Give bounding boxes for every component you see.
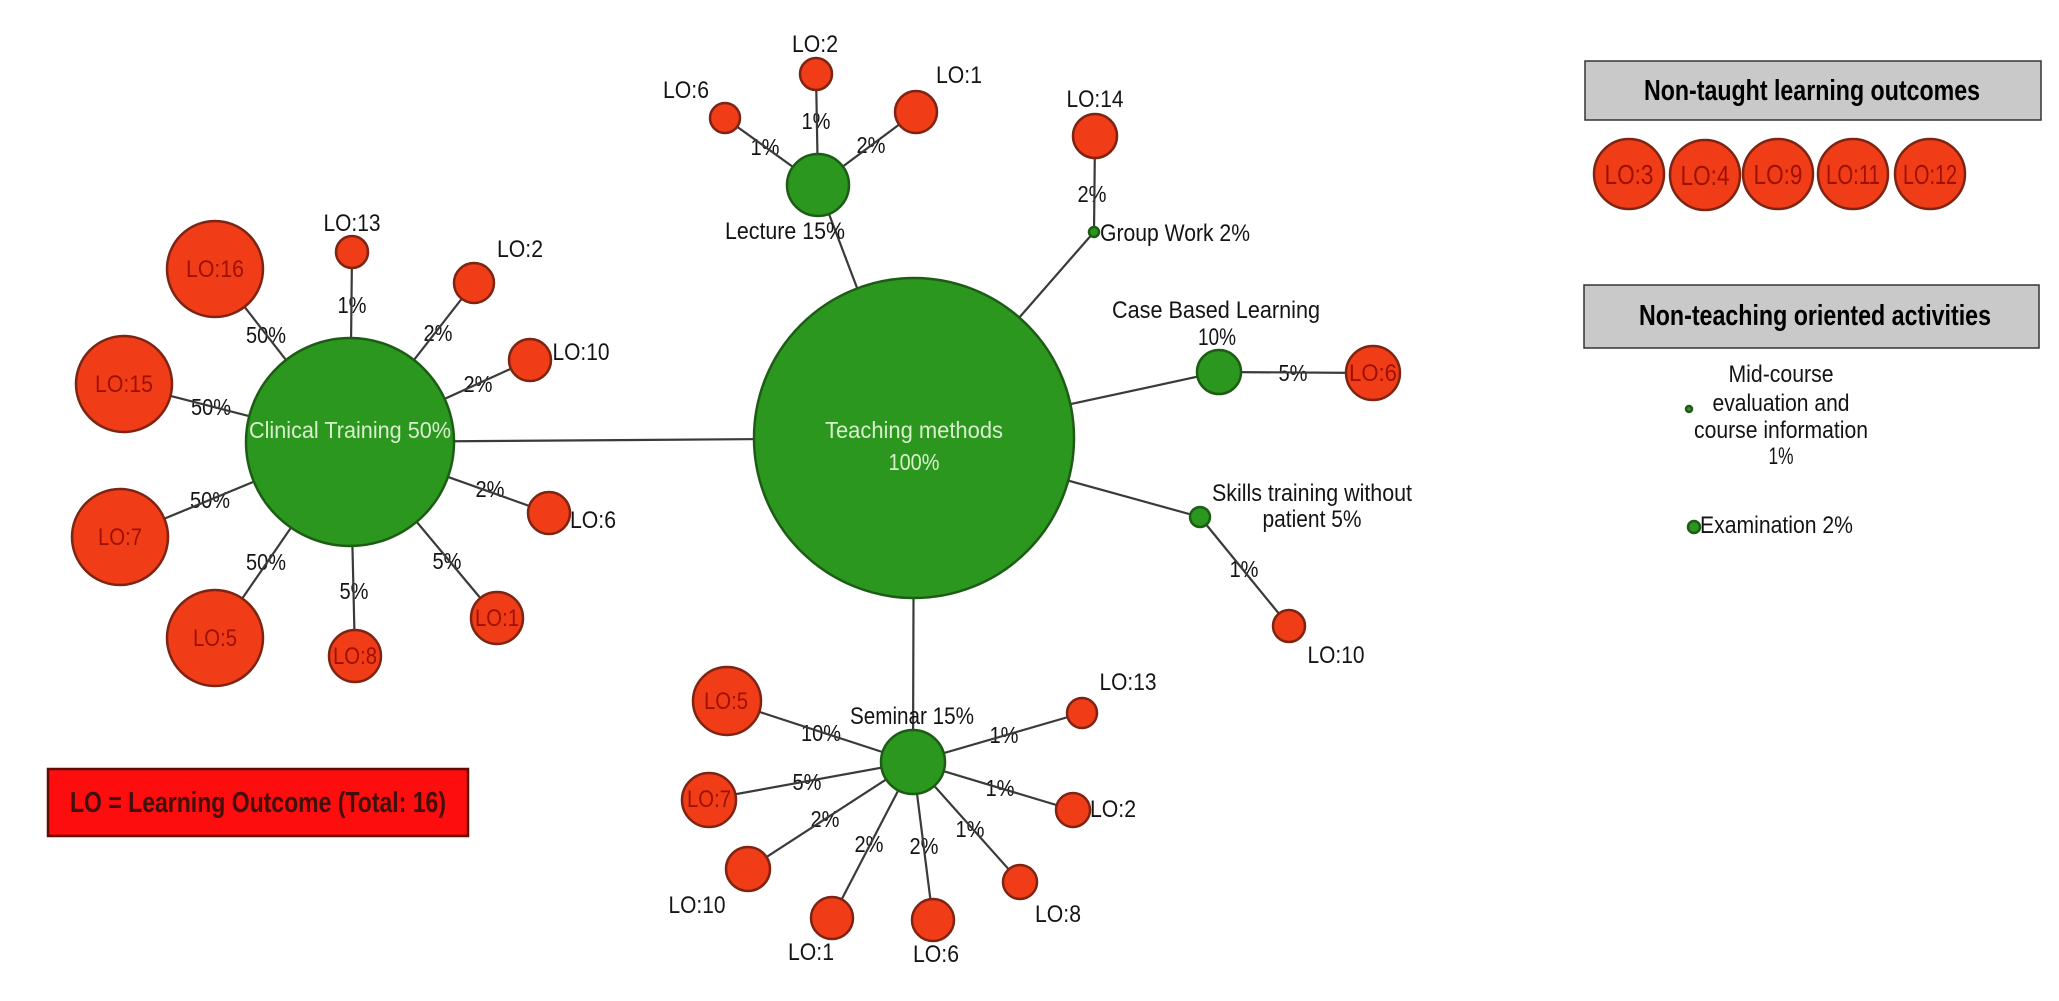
svg-text:Group Work 2%: Group Work 2% [1100,220,1250,247]
svg-text:Seminar 15%: Seminar 15% [850,703,974,730]
svg-text:Non-taught learning outcomes: Non-taught learning outcomes [1644,75,1980,107]
svg-text:evaluation and: evaluation and [1713,390,1850,417]
svg-text:LO:10: LO:10 [553,339,610,366]
svg-text:LO:13: LO:13 [1100,669,1157,696]
svg-text:Teaching methods: Teaching methods [825,417,1003,443]
svg-text:LO = Learning Outcome (Total:: LO = Learning Outcome (Total: 16) [70,787,446,819]
svg-text:LO:2: LO:2 [497,236,543,263]
svg-text:LO:5: LO:5 [704,688,748,715]
svg-text:LO:7: LO:7 [687,786,731,813]
svg-text:Non-teaching oriented activiti: Non-teaching oriented activities [1639,300,1991,332]
svg-text:1%: 1% [1769,443,1794,470]
svg-text:LO:2: LO:2 [1090,796,1136,823]
svg-text:LO:13: LO:13 [324,210,381,237]
svg-text:LO:6: LO:6 [913,941,959,968]
svg-text:LO:2: LO:2 [792,31,838,58]
svg-text:Clinical Training 50%: Clinical Training 50% [249,417,451,443]
svg-text:LO:8: LO:8 [333,643,377,670]
svg-text:LO:4: LO:4 [1681,160,1730,191]
svg-text:LO:15: LO:15 [95,371,153,398]
svg-text:LO:3: LO:3 [1605,159,1654,190]
svg-text:Examination 2%: Examination 2% [1700,512,1853,539]
svg-text:LO:7: LO:7 [98,524,142,551]
svg-text:LO:11: LO:11 [1826,159,1880,190]
svg-text:LO:1: LO:1 [475,605,519,632]
svg-text:LO:5: LO:5 [193,625,237,652]
svg-text:LO:10: LO:10 [1308,642,1365,669]
svg-text:Skills training without: Skills training without [1212,480,1412,507]
svg-text:LO:16: LO:16 [186,256,244,283]
svg-text:50%: 50% [246,549,286,575]
svg-text:Lecture 15%: Lecture 15% [725,218,845,245]
svg-text:LO:9: LO:9 [1754,159,1803,190]
svg-text:LO:1: LO:1 [788,939,834,966]
svg-text:2%: 2% [1078,181,1107,207]
svg-text:100%: 100% [889,449,940,475]
svg-text:LO:10: LO:10 [669,892,726,919]
svg-text:LO:6: LO:6 [663,77,709,104]
svg-text:Mid-course: Mid-course [1729,361,1834,388]
svg-text:LO:8: LO:8 [1035,901,1081,928]
svg-text:LO:6: LO:6 [1349,360,1397,387]
svg-text:patient 5%: patient 5% [1263,506,1362,533]
svg-text:10%: 10% [1198,324,1236,351]
svg-text:2%: 2% [855,831,884,857]
svg-text:course information: course information [1694,417,1868,444]
svg-text:LO:12: LO:12 [1903,159,1957,190]
svg-text:LO:14: LO:14 [1067,86,1124,113]
svg-text:LO:6: LO:6 [570,507,616,534]
svg-text:LO:1: LO:1 [936,62,982,89]
svg-text:Case Based Learning: Case Based Learning [1112,297,1320,324]
